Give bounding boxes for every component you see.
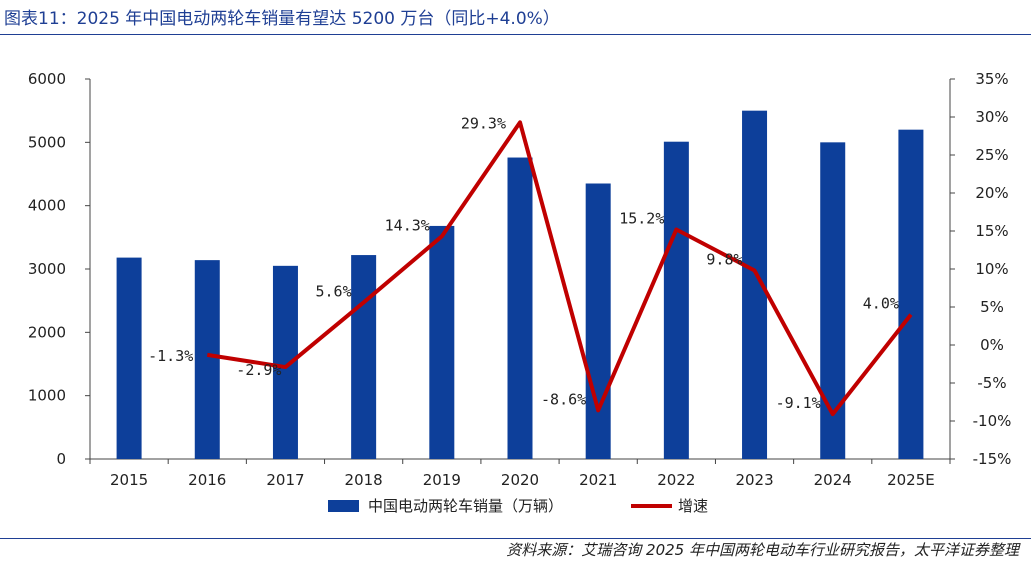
bar-2019	[429, 225, 455, 459]
source-note: 资料来源：艾瑞咨询 2025 年中国两轮电动车行业研究报告，太平洋证券整理	[506, 541, 1019, 559]
left-tick-label: 5000	[28, 133, 66, 151]
x-tick-label: 2024	[814, 471, 852, 489]
legend-bar-swatch	[328, 500, 359, 512]
left-tick-label: 2000	[28, 323, 66, 341]
x-tick-label: 2015	[110, 471, 148, 489]
bar-2020	[507, 157, 533, 460]
left-tick-label: 6000	[28, 70, 66, 88]
right-tick-label: 15%	[975, 222, 1008, 240]
x-tick-label: 2020	[501, 471, 539, 489]
left-tick-label: 3000	[28, 260, 66, 278]
x-tick-label: 2017	[266, 471, 304, 489]
right-tick-label: 10%	[975, 260, 1008, 278]
x-tick-label: 2018	[345, 471, 383, 489]
bar-2021	[585, 183, 611, 459]
right-tick-label: 5%	[980, 298, 1004, 316]
right-tick-label: -5%	[977, 374, 1006, 392]
growth-data-label: 29.3%	[461, 114, 506, 132]
x-tick-label: 2016	[188, 471, 226, 489]
bar-line-combo-chart: 0 1000 2000 3000 4000 5000 6000 -15% -10% -5% 0% 5%…	[28, 70, 1012, 515]
bar-2015	[116, 257, 142, 459]
right-tick-label: 0%	[980, 336, 1004, 354]
growth-data-label: 5.6%	[316, 282, 352, 300]
growth-data-label: 4.0%	[863, 295, 899, 313]
right-tick-label: 20%	[975, 184, 1008, 202]
right-tick-label: -10%	[973, 412, 1012, 430]
growth-data-label: -2.9%	[236, 361, 281, 379]
growth-data-label: 15.2%	[619, 209, 664, 227]
left-tick-label: 1000	[28, 387, 66, 405]
right-tick-label: 25%	[975, 146, 1008, 164]
left-tick-label: 0	[56, 450, 66, 468]
growth-data-label: 9.8%	[706, 251, 742, 269]
title-divider	[0, 34, 1031, 35]
x-tick-label: 2025E	[887, 471, 935, 489]
x-tick-label: 2022	[657, 471, 695, 489]
bar-2022	[663, 141, 689, 459]
right-tick-label: 30%	[975, 108, 1008, 126]
right-tick-label: 35%	[975, 70, 1008, 88]
chart-title: 图表11：2025 年中国电动两轮车销量有望达 5200 万台（同比+4.0%）	[4, 9, 560, 29]
growth-data-label: -9.1%	[776, 394, 821, 412]
x-tick-label: 2023	[735, 471, 773, 489]
x-tick-label: 2019	[423, 471, 461, 489]
right-tick-label: -15%	[973, 450, 1012, 468]
bar-2018	[351, 255, 377, 459]
growth-line	[206, 120, 913, 417]
left-tick-label: 4000	[28, 197, 66, 215]
bar-2025E	[898, 129, 924, 459]
footer-divider	[0, 538, 1031, 539]
legend-bar-label: 中国电动两轮车销量（万辆）	[368, 497, 563, 515]
growth-data-label: -8.6%	[541, 390, 586, 408]
growth-data-label: -1.3%	[148, 347, 193, 365]
x-tick-label: 2021	[579, 471, 617, 489]
growth-data-label: 14.3%	[385, 216, 430, 234]
legend-line-label: 增速	[678, 497, 708, 515]
bar-2016	[194, 260, 220, 459]
